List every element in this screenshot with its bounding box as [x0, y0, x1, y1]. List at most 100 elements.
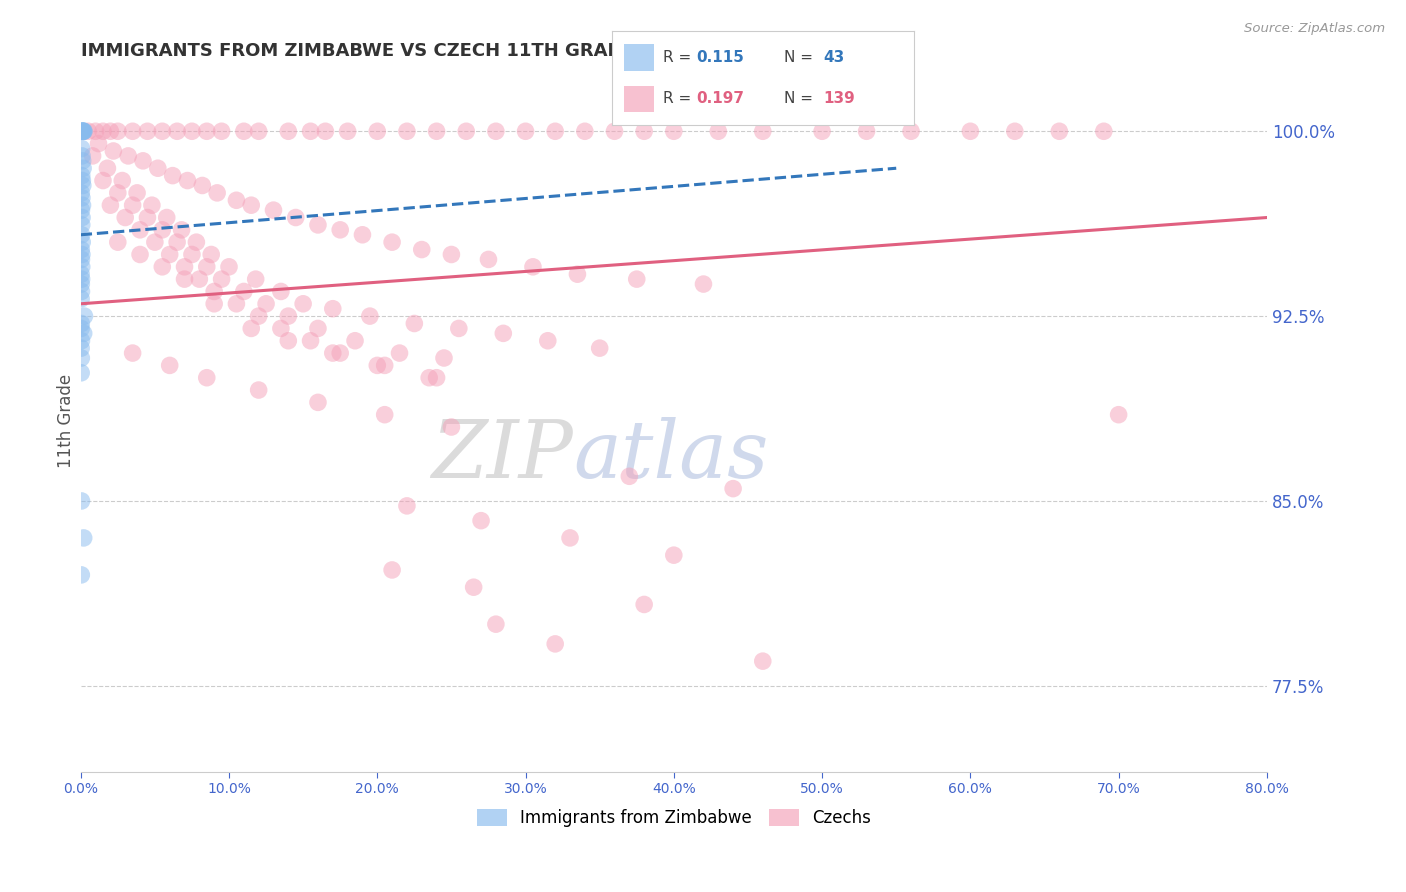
Point [73, 531, 96, 545]
Point [662, 548, 685, 562]
Point [307, 395, 329, 409]
Point [240, 198, 263, 212]
Point [70, 191, 93, 205]
Point [263, 203, 285, 218]
Point [619, 469, 641, 483]
Text: N =: N = [785, 50, 818, 65]
Point [374, 408, 396, 422]
Point [70, 203, 93, 218]
Point [440, 247, 463, 261]
Point [247, 124, 270, 138]
Point [470, 514, 492, 528]
Point [299, 334, 322, 348]
Point [96, 161, 118, 176]
Point [73, 124, 96, 138]
Point [633, 124, 655, 138]
Point [225, 194, 247, 208]
Point [176, 173, 198, 187]
Point [626, 272, 648, 286]
Point [100, 198, 122, 212]
Point [70, 124, 93, 138]
Point [366, 359, 388, 373]
Text: R =: R = [664, 50, 696, 65]
Point [70, 218, 93, 232]
Point [200, 247, 222, 261]
Point [70, 211, 93, 225]
Point [111, 173, 134, 187]
Point [277, 334, 299, 348]
Point [329, 223, 352, 237]
Point [72, 124, 94, 138]
Point [247, 309, 270, 323]
Point [440, 420, 463, 434]
Point [292, 297, 315, 311]
Point [70, 272, 93, 286]
Point [218, 260, 240, 274]
Point [537, 334, 560, 348]
Point [70, 243, 93, 257]
Point [150, 223, 173, 237]
Point [72, 124, 94, 138]
Point [395, 124, 418, 138]
Point [186, 235, 208, 249]
Point [156, 211, 179, 225]
Point [146, 161, 169, 176]
Point [141, 198, 163, 212]
Point [485, 617, 508, 632]
Point [284, 211, 307, 225]
Point [114, 211, 136, 225]
Point [91, 124, 114, 138]
Point [374, 359, 396, 373]
Point [344, 334, 367, 348]
Point [170, 223, 193, 237]
Point [855, 124, 877, 138]
Point [70, 169, 93, 183]
Point [70, 277, 93, 291]
Point [100, 124, 122, 138]
Point [70, 124, 93, 138]
Point [129, 247, 152, 261]
Point [202, 297, 225, 311]
Point [195, 260, 218, 274]
Point [515, 124, 537, 138]
Point [603, 124, 626, 138]
Y-axis label: 11th Grade: 11th Grade [58, 374, 75, 468]
Point [477, 252, 499, 267]
Point [959, 124, 981, 138]
Point [254, 297, 277, 311]
Point [70, 366, 93, 380]
Point [1108, 408, 1130, 422]
Point [72, 198, 94, 212]
Text: R =: R = [664, 91, 696, 106]
Point [811, 124, 834, 138]
Point [173, 272, 195, 286]
Text: IMMIGRANTS FROM ZIMBABWE VS CZECH 11TH GRADE CORRELATION CHART: IMMIGRANTS FROM ZIMBABWE VS CZECH 11TH G… [80, 42, 856, 60]
Point [336, 124, 359, 138]
Point [322, 301, 344, 316]
Point [388, 346, 411, 360]
Point [107, 235, 129, 249]
Point [381, 235, 404, 249]
Text: ZIP: ZIP [432, 417, 574, 495]
Point [107, 124, 129, 138]
Point [70, 292, 93, 306]
Point [166, 235, 188, 249]
Point [418, 370, 440, 384]
Point [162, 169, 184, 183]
Point [70, 567, 93, 582]
Point [173, 260, 195, 274]
Point [544, 637, 567, 651]
Point [103, 144, 125, 158]
Point [1092, 124, 1115, 138]
Point [352, 227, 374, 242]
Point [232, 124, 254, 138]
Point [1047, 124, 1070, 138]
Point [159, 247, 181, 261]
Text: Source: ZipAtlas.com: Source: ZipAtlas.com [1244, 22, 1385, 36]
Point [150, 260, 173, 274]
Point [752, 654, 775, 668]
Point [277, 309, 299, 323]
Point [426, 370, 449, 384]
Point [633, 598, 655, 612]
Point [662, 124, 685, 138]
